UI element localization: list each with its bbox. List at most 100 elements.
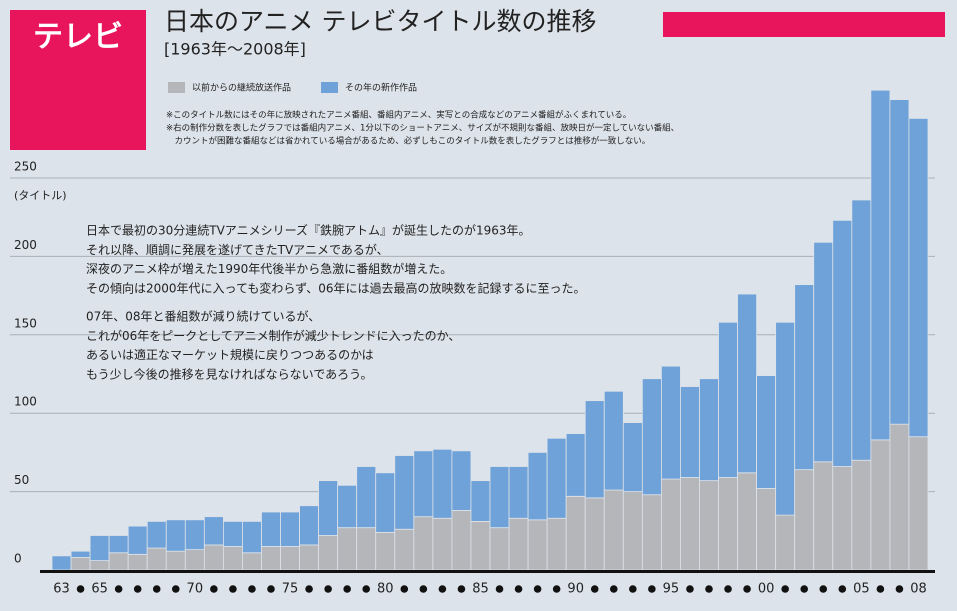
x-tick-label: 80 [377,582,394,597]
annotation: あるいは適正なマーケット規模に戻りつつあるのかは [86,347,374,362]
x-tick-dot [305,585,313,593]
legend-swatch [168,82,185,93]
annotation: 深夜のアニメ枠が増えた1990年代後半から急激に番組数が増えた。 [86,261,452,276]
bar [470,520,491,571]
bar [51,555,72,571]
bar [470,480,491,522]
bar [375,472,396,533]
x-tick-dot [552,585,561,593]
bar [756,375,777,489]
bar [794,469,815,571]
bar [680,386,700,478]
bar [299,544,320,571]
x-tick-label: 95 [663,582,680,597]
bar [603,390,624,491]
y-tick-label: 0 [14,552,22,566]
x-tick-label: 70 [187,582,204,597]
bar [165,550,186,571]
y-tick-label: 250 [14,160,37,174]
bar [108,535,129,554]
bar [70,550,91,558]
x-tick-label: 75 [282,582,299,597]
bar [851,199,872,461]
x-tick-label: 63 [53,582,70,597]
x-tick-dot [133,585,142,593]
x-tick-dot [400,585,409,593]
bar [318,480,339,536]
bar [184,519,205,551]
bar [832,219,853,467]
bar [870,439,891,571]
note: カウントが困難な番組などは省かれている場合があるため、必ずしもこのタイトル数を表… [166,136,650,147]
x-tick-dot [609,585,618,593]
x-tick-dot [152,585,161,593]
bar [108,552,129,571]
chart-subtitle: [1963年〜2008年] [164,40,306,59]
bar [584,497,605,571]
bar [565,495,586,571]
bar [622,491,643,571]
note: ※右の制作分数を表したグラフでは番組内アニメ、1分以下のショートアニメ、サイズが… [166,123,679,134]
bar [337,484,358,529]
bar [699,480,719,571]
bar [622,422,643,492]
x-tick-dot [514,585,523,593]
bar [451,510,472,571]
x-tick-dot [743,585,751,593]
legend-label: 以前からの継続放送作品 [192,82,291,94]
title-bar [663,12,945,37]
annotation: 07年、08年と番組数が減り続けているが、 [86,309,320,324]
bar [184,549,205,571]
bar [451,450,472,511]
x-tick-dot [248,585,256,593]
x-tick-dot [324,585,332,593]
x-tick-dot [629,585,637,593]
bar [851,459,872,571]
bar [527,451,548,521]
bar [813,461,834,571]
bar [527,519,548,571]
bar [546,437,567,519]
bar [89,560,110,571]
bar [146,520,167,549]
x-tick-label: 85 [472,582,489,597]
bar [146,547,167,571]
annotation: もう少し今後の推移を見なければならないであろう。 [86,366,372,381]
bar [489,466,510,529]
bar [127,525,148,555]
annotation: これが06年をピークとしてアニメ制作が減少トレンドに入ったのか、 [86,328,460,343]
x-tick-dot [838,585,847,593]
bar [489,527,510,571]
bar [546,517,567,571]
x-tick-dot [705,585,713,593]
x-tick-dot [495,585,504,593]
x-tick-dot [590,585,599,593]
x-tick-dot [210,585,218,593]
logo-box [10,10,146,150]
annotation: それ以降、順調に発展を遂げてきたTVアニメであるが、 [86,242,389,257]
x-tick-dot [533,585,542,593]
bar [813,241,834,463]
bar [889,423,910,571]
bar [356,466,377,529]
bar [832,466,853,571]
bar [261,511,281,547]
legend-label: その年の新作作品 [345,82,417,94]
x-tick-dot [876,585,885,593]
bar [261,546,281,571]
x-tick-dot [781,585,789,593]
bar [508,517,529,571]
bar [127,553,148,571]
bar [584,400,605,499]
bar [280,511,300,547]
section-label: テレビ [33,20,123,55]
bar [413,516,434,571]
x-tick-dot [267,585,275,593]
bar [394,528,415,571]
x-tick-dot [819,585,828,593]
legend-swatch [321,82,339,93]
bar [508,466,529,519]
y-axis-label: (タイトル) [14,189,67,202]
x-tick-dot [76,585,85,593]
bar [70,557,91,571]
